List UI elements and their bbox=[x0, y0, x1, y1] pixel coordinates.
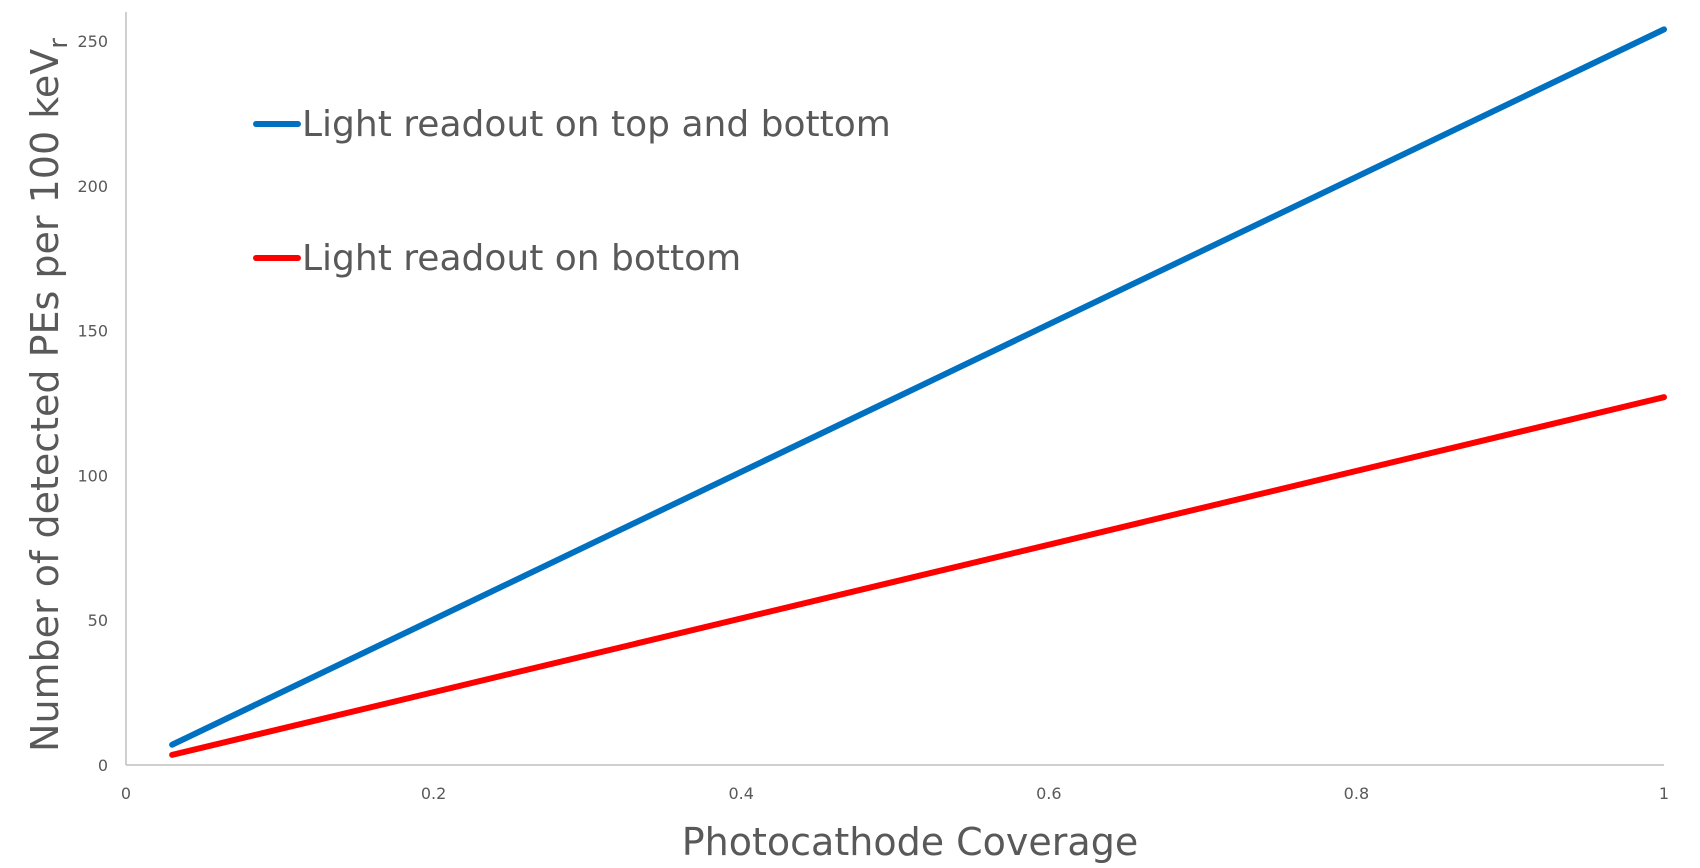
y-tick-label: 50 bbox=[88, 611, 108, 630]
legend-label: Light readout on bottom bbox=[302, 238, 741, 279]
y-tick-labels: 0 50 100 150 200 250 bbox=[77, 32, 108, 775]
x-axis-title: Photocathode Coverage bbox=[682, 820, 1138, 864]
y-axis-title-subscript: r bbox=[44, 38, 74, 49]
axes bbox=[125, 12, 1664, 766]
series-line-2 bbox=[169, 394, 1667, 758]
x-tick-label: 0.4 bbox=[728, 784, 753, 803]
legend-label: Light readout on top and bottom bbox=[302, 104, 891, 145]
x-tick-label: 0.2 bbox=[421, 784, 446, 803]
y-tick-label: 100 bbox=[77, 466, 108, 485]
series-lines bbox=[169, 26, 1667, 758]
y-tick-label: 0 bbox=[98, 756, 108, 775]
legend: Light readout on top and bottom Light rea… bbox=[253, 104, 891, 279]
x-tick-label: 0.8 bbox=[1344, 784, 1369, 803]
x-tick-label: 0.6 bbox=[1036, 784, 1061, 803]
y-axis-title-main: Number of detected PEs per 100 keV bbox=[23, 49, 67, 752]
legend-item: Light readout on bottom bbox=[253, 238, 741, 279]
series-line-1 bbox=[169, 26, 1667, 748]
y-tick-label: 150 bbox=[77, 322, 108, 341]
x-tick-labels: 0 0.2 0.4 0.6 0.8 1 bbox=[121, 784, 1669, 803]
y-axis-title: Number of detected PEs per 100 keVr bbox=[23, 38, 74, 752]
y-tick-label: 250 bbox=[77, 32, 108, 51]
y-tick-label: 200 bbox=[77, 177, 108, 196]
x-tick-label: 1 bbox=[1659, 784, 1669, 803]
x-tick-label: 0 bbox=[121, 784, 131, 803]
legend-item: Light readout on top and bottom bbox=[253, 104, 891, 145]
